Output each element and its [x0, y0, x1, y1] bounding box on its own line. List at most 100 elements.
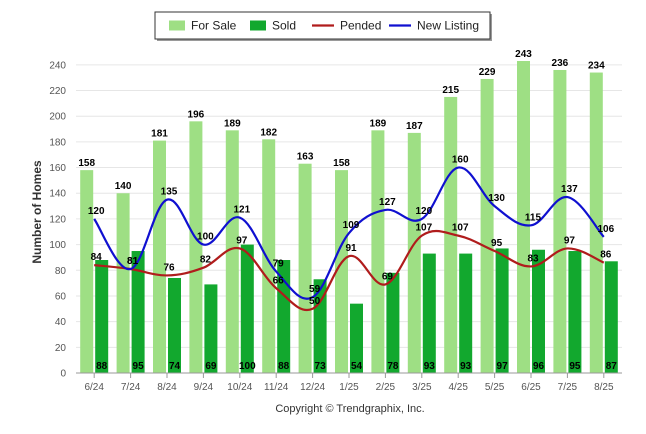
- label-sold: 93: [460, 361, 472, 372]
- label-pended: 84: [91, 252, 103, 263]
- y-tick-label: 120: [49, 214, 66, 225]
- label-pended: 66: [273, 275, 285, 286]
- label-sold: 95: [569, 361, 581, 372]
- y-tick-label: 220: [49, 86, 66, 97]
- label-pended: 76: [163, 262, 175, 273]
- y-axis: 0 20 40 60 80 100 120 140 160 180 200 220 240: [49, 60, 66, 379]
- label-sold: 74: [169, 361, 181, 372]
- y-tick-label: 140: [49, 189, 66, 200]
- bar-sold: [532, 249, 545, 373]
- label-new-listing: 115: [525, 212, 542, 223]
- label-for-sale: 158: [333, 158, 350, 169]
- bar-sold: [204, 284, 218, 373]
- label-for-sale: 196: [188, 109, 205, 120]
- bar-sold: [604, 261, 618, 373]
- bars: [80, 60, 618, 374]
- label-for-sale: 182: [260, 127, 277, 138]
- label-pended: 95: [491, 238, 503, 249]
- label-new-listing: 130: [488, 193, 505, 204]
- y-tick-label: 240: [49, 60, 66, 71]
- y-tick-label: 160: [49, 163, 66, 174]
- label-new-listing: 79: [273, 259, 285, 270]
- label-for-sale: 158: [78, 158, 95, 169]
- label-for-sale: 189: [224, 118, 241, 129]
- label-new-listing: 120: [415, 206, 432, 217]
- y-tick-label: 180: [49, 137, 66, 148]
- x-tick-label: 3/25: [412, 382, 432, 393]
- x-tick-label: 10/24: [227, 382, 252, 393]
- label-for-sale: 163: [297, 152, 314, 163]
- label-for-sale: 140: [115, 181, 132, 192]
- legend: For Sale Sold Pended New Listing: [154, 11, 492, 41]
- bar-for-sale: [189, 121, 203, 373]
- bar-sold: [350, 303, 363, 373]
- label-pended: 91: [345, 243, 357, 254]
- label-for-sale: 181: [151, 129, 168, 140]
- x-tick-label: 2/25: [376, 382, 396, 393]
- y-tick-label: 0: [60, 369, 66, 380]
- label-pended: 86: [600, 250, 612, 261]
- label-new-listing: 81: [127, 256, 139, 267]
- label-new-listing: 121: [233, 205, 250, 216]
- label-sold: 88: [96, 361, 108, 372]
- bar-for-sale: [444, 96, 458, 373]
- grid: [76, 64, 622, 374]
- y-tick-label: 200: [49, 112, 66, 123]
- bar-sold: [495, 248, 509, 373]
- bar-sold: [386, 272, 400, 373]
- label-new-listing: 160: [452, 155, 469, 166]
- label-pended: 83: [527, 253, 539, 264]
- line-new-listing: [93, 166, 605, 300]
- bar-for-sale: [480, 78, 494, 374]
- copyright-footer: Copyright © Trendgraphix, Inc.: [275, 403, 424, 415]
- label-new-listing: 59: [309, 284, 321, 295]
- x-tick-label: 7/24: [121, 382, 141, 393]
- bar-for-sale: [589, 72, 603, 373]
- label-pended: 69: [382, 271, 394, 282]
- label-sold: 95: [133, 361, 145, 372]
- label-new-listing: 127: [379, 197, 396, 208]
- bar-sold: [277, 260, 291, 373]
- y-axis-title: Number of Homes: [30, 160, 44, 264]
- label-pended: 97: [564, 235, 576, 246]
- label-for-sale: 189: [370, 118, 387, 129]
- legend-item-pended: Pended: [340, 19, 381, 33]
- label-for-sale: 229: [479, 67, 496, 78]
- label-pended: 81: [127, 256, 139, 267]
- label-for-sale: 236: [552, 58, 569, 69]
- bar-sold: [240, 244, 254, 373]
- label-for-sale: 243: [515, 49, 532, 60]
- bar-for-sale: [80, 170, 94, 373]
- label-new-listing: 137: [561, 184, 578, 195]
- label-for-sale: 234: [588, 61, 605, 72]
- x-tick-label: 1/25: [339, 382, 359, 393]
- label-pended: 107: [415, 223, 432, 234]
- x-tick-label: 9/24: [194, 382, 214, 393]
- y-tick-label: 60: [55, 291, 67, 302]
- x-tick-label: 6/25: [521, 382, 541, 393]
- bar-for-sale: [225, 130, 239, 373]
- bar-sold: [168, 277, 181, 373]
- x-tick-label: 4/25: [448, 382, 468, 393]
- legend-swatch: [169, 20, 185, 31]
- label-sold: 69: [205, 361, 217, 372]
- label-sold: 93: [424, 361, 436, 372]
- x-tick-label: 11/24: [264, 382, 289, 393]
- label-pended: 97: [236, 235, 248, 246]
- legend-item-sold: Sold: [272, 19, 296, 33]
- label-sold: 88: [278, 361, 290, 372]
- bar-for-sale: [517, 60, 530, 373]
- bar-sold: [131, 251, 145, 373]
- label-new-listing: 135: [161, 187, 178, 198]
- label-for-sale: 187: [406, 121, 423, 132]
- bar-sold: [95, 260, 109, 373]
- x-axis: 6/24 7/24 8/24 9/24 10/24 11/24 12/24 1/25 2/25 3…: [76, 372, 622, 393]
- label-sold: 100: [239, 361, 256, 372]
- label-pended: 107: [452, 223, 469, 234]
- y-tick-label: 20: [55, 343, 67, 354]
- y-tick-label: 80: [55, 266, 67, 277]
- label-sold: 78: [387, 361, 399, 372]
- legend-box: [154, 11, 491, 40]
- label-sold: 73: [315, 361, 327, 372]
